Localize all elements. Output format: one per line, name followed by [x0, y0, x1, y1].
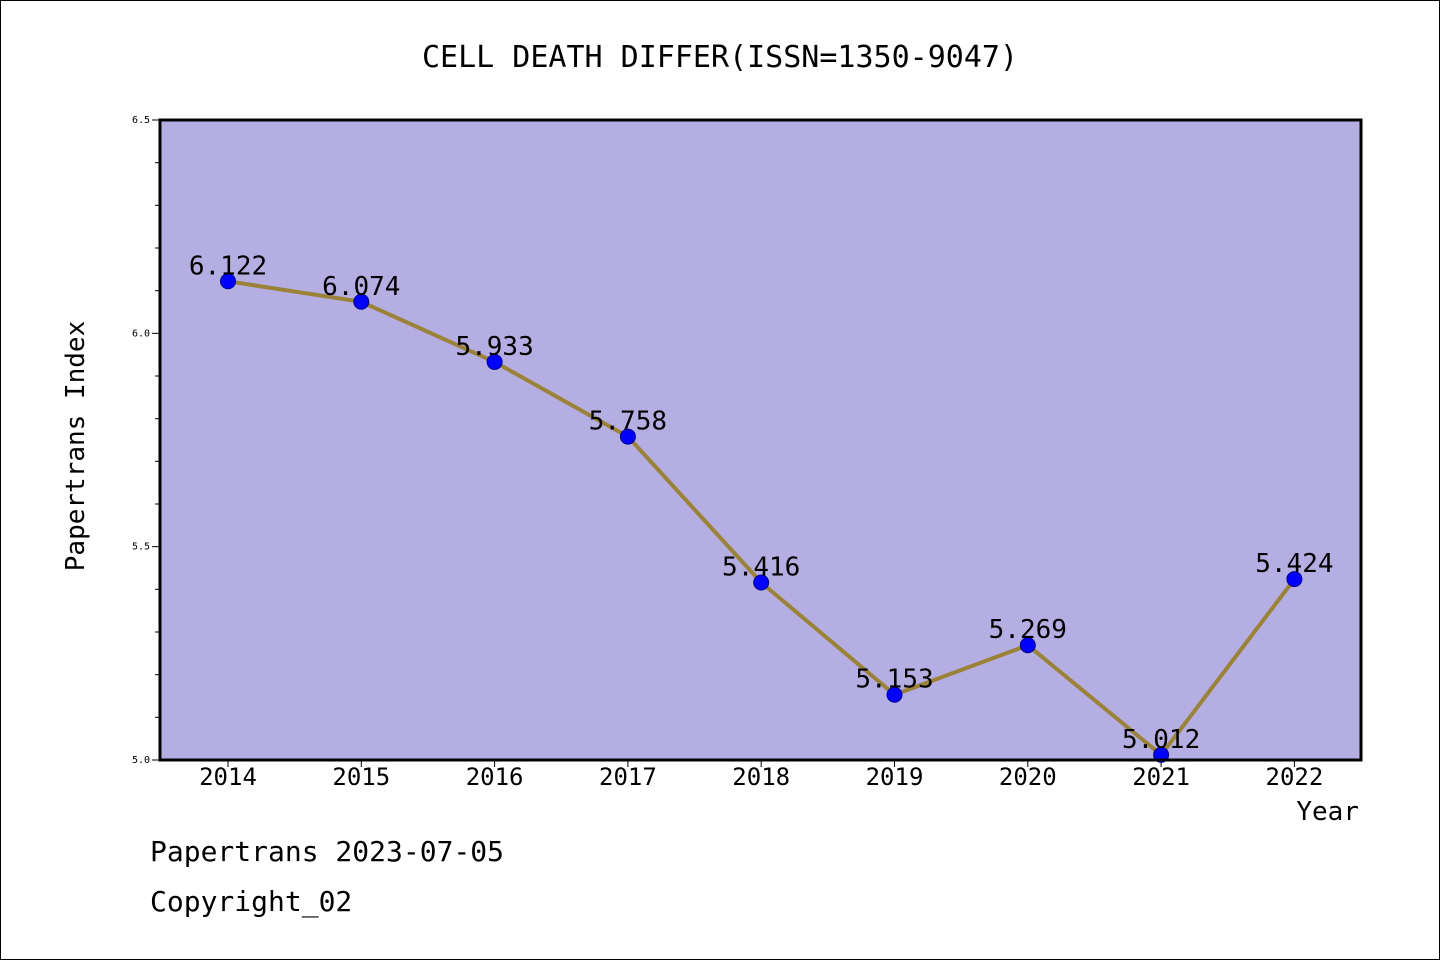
y-axis-label: Papertrans Index: [61, 321, 91, 571]
data-label: 6.074: [322, 272, 400, 302]
x-tick-label: 2020: [999, 763, 1057, 791]
data-point: [486, 353, 503, 370]
footer-date: Papertrans 2023-07-05: [150, 835, 505, 868]
data-label: 5.758: [589, 407, 667, 437]
x-tick-label: 2014: [199, 763, 257, 791]
data-label: 5.269: [989, 615, 1067, 645]
data-label: 5.933: [455, 332, 533, 362]
x-tick-label: 2015: [332, 763, 390, 791]
data-point: [1019, 637, 1036, 654]
chart-title: CELL DEATH DIFFER(ISSN=1350-9047): [422, 40, 1018, 75]
data-label: 5.153: [855, 665, 933, 695]
data-point: [353, 293, 370, 310]
y-tick-label: 6.5: [132, 115, 150, 126]
data-point: [619, 428, 636, 445]
x-axis-label: Year: [1296, 797, 1359, 827]
data-point: [886, 686, 903, 703]
y-tick-label: 6.0: [132, 328, 150, 339]
plot-area: [160, 120, 1361, 760]
data-label: 5.424: [1255, 549, 1333, 579]
data-markers: [220, 273, 1303, 763]
y-axis-ticks: 5.0 5.5 6.0 6.5: [132, 115, 160, 766]
data-label: 6.122: [189, 251, 267, 281]
x-tick-label: 2018: [732, 763, 790, 791]
x-axis-ticks: 2014 2015 2016 2017 2018 2019 2020 2021 2022: [199, 760, 1323, 791]
x-tick-label: 2017: [599, 763, 657, 791]
x-tick-label: 2022: [1266, 763, 1324, 791]
footer-copyright: Copyright_02: [150, 885, 353, 918]
data-label: 5.012: [1122, 725, 1200, 755]
plot-border: [158, 118, 1363, 762]
data-point: [220, 273, 236, 290]
data-labels: 6.122 6.074 5.933 5.758 5.416 5.153 5.269 5.012…: [189, 251, 1334, 755]
data-label: 5.416: [722, 553, 800, 583]
y-tick-label: 5.5: [132, 542, 150, 553]
x-tick-label: 2021: [1132, 763, 1190, 791]
data-point: [1286, 571, 1303, 588]
x-tick-label: 2016: [466, 763, 524, 791]
y-tick-label: 5.0: [132, 755, 150, 766]
data-point: [753, 574, 770, 591]
x-tick-label: 2019: [866, 763, 924, 791]
